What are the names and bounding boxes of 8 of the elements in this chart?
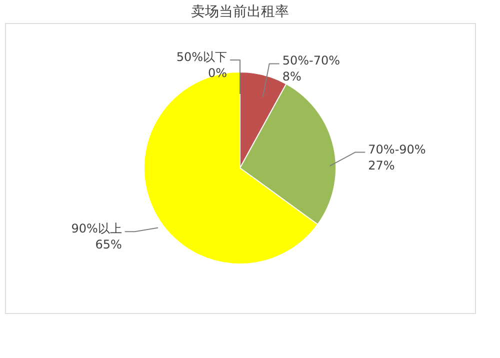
data-label: 65%: [95, 238, 122, 252]
category-label: 50%以下: [176, 50, 227, 64]
slice-label: 70%-90%: [368, 142, 426, 156]
slice-label: 50%-70%: [282, 54, 340, 68]
data-label: 8%: [282, 70, 302, 84]
chart-title: 卖场当前出租率: [191, 4, 289, 20]
slice-label: 90%以上: [71, 222, 122, 236]
data-label: 27%: [368, 158, 395, 172]
